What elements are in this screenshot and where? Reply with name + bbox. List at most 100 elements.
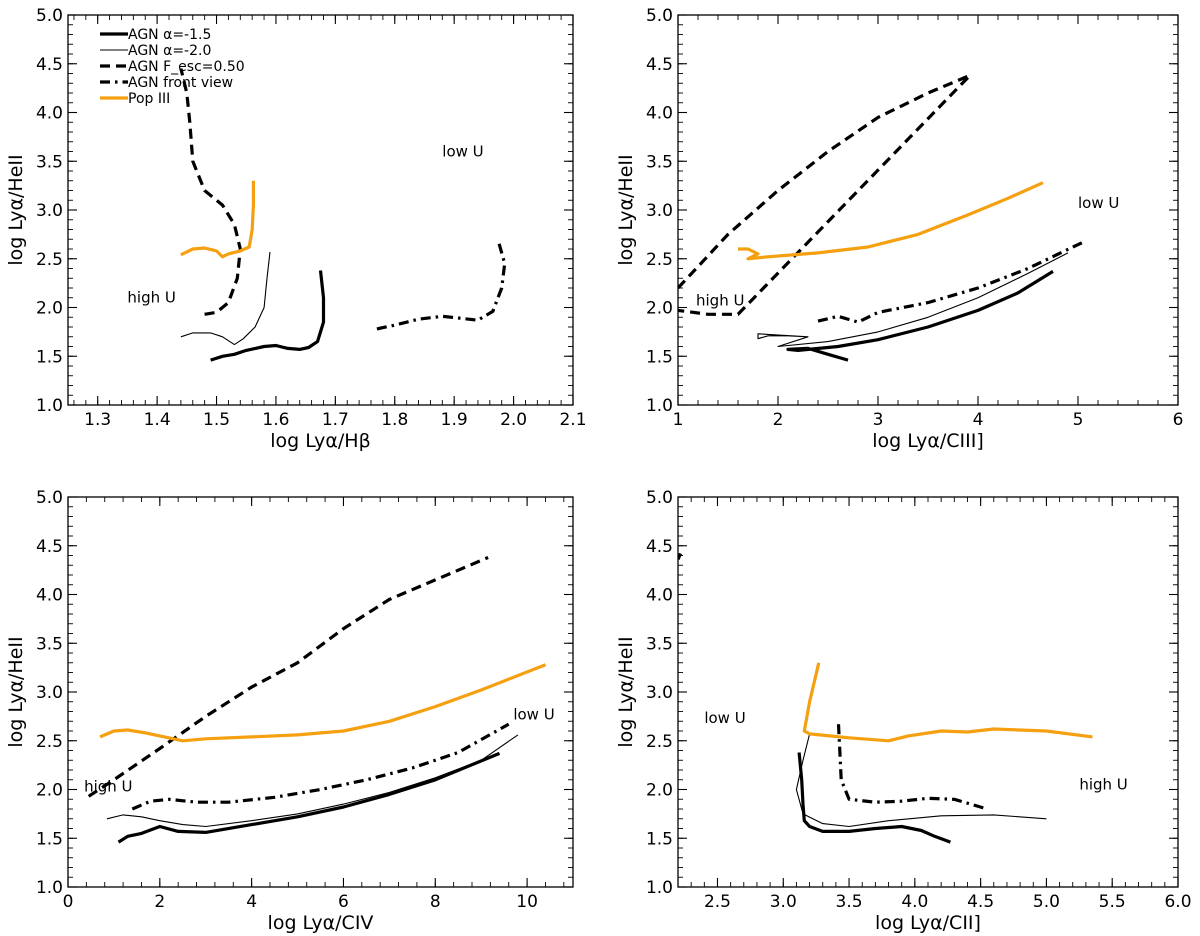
- y-tick-label: 2.0: [36, 299, 63, 319]
- x-tick-label: 6.0: [1164, 892, 1191, 912]
- y-tick-label: 3.0: [646, 683, 673, 703]
- series-line-agn-front-view: [131, 722, 510, 811]
- x-tick-label: 8: [430, 892, 441, 912]
- minor-ticks: [677, 496, 1179, 888]
- x-tick-label: 6: [338, 892, 349, 912]
- x-tick-label: 3: [873, 410, 884, 430]
- y-tick-label: 3.0: [36, 683, 63, 703]
- series-line-agn-f-esc-0-50: [87, 556, 489, 798]
- legend-entry: AGN front view: [100, 75, 233, 91]
- series-line-agn-front-view: [817, 240, 1084, 324]
- legend-label: Pop III: [128, 91, 170, 107]
- x-tick-label: 4.5: [967, 892, 994, 912]
- legend-entry: AGN α=-2.0: [100, 43, 211, 59]
- x-tick-label: 1.7: [322, 410, 349, 430]
- x-tick-label: 1: [673, 410, 684, 430]
- series-line-agn-f-esc-0-50: [678, 73, 972, 316]
- x-tick-label: 2.0: [500, 410, 527, 430]
- series-line-pop-iii: [738, 181, 1044, 261]
- annotation-high-u: high U: [696, 292, 744, 310]
- series-line-agn-2-0: [757, 252, 1069, 348]
- series-line-agn-1-5: [797, 752, 951, 844]
- y-axis-label: log Lyα/HeII: [615, 636, 637, 747]
- x-tick-label: 4: [246, 892, 257, 912]
- y-tick-label: 5.0: [646, 6, 673, 26]
- y-tick-label: 3.0: [36, 201, 63, 221]
- y-tick-label: 4.5: [36, 55, 63, 75]
- series-line-agn-f-esc-0-50: [678, 552, 683, 561]
- panel-4: 2.5 3.0 3.5 4.0 4.5 5.0 5.5 6.0 1.0 1.5 2.0 2.5 3.0 3…: [615, 488, 1192, 934]
- legend-label: AGN α=-2.0: [128, 43, 211, 59]
- series-line-pop-iii: [180, 180, 255, 259]
- x-tick-label: 10: [516, 892, 538, 912]
- y-tick-label: 1.0: [646, 396, 673, 416]
- series-line-agn-front-view: [836, 724, 988, 811]
- series-line-agn-2-0: [180, 251, 271, 346]
- x-tick-label: 6: [1173, 410, 1184, 430]
- x-tick-label: 1.4: [144, 410, 171, 430]
- panel-1: 1.3 1.4 1.5 1.6 1.7 1.8 1.9 2.0 2.1 1.0 1.5 2.0 2.5 3…: [5, 6, 587, 452]
- minor-ticks: [68, 14, 574, 406]
- x-axis-label: log Lyα/CIV: [268, 912, 374, 934]
- x-tick-label: 2.5: [704, 892, 731, 912]
- y-tick-label: 5.0: [36, 488, 63, 508]
- y-tick-label: 1.5: [646, 347, 673, 367]
- legend-label: AGN F_esc=0.50: [128, 59, 245, 75]
- annotation-high-u: high U: [84, 777, 132, 795]
- x-tick-label: 4: [973, 410, 984, 430]
- legend-entry: AGN F_esc=0.50: [100, 59, 245, 75]
- annotation-low-u: low U: [442, 142, 483, 160]
- x-tick-label: 5.5: [1099, 892, 1126, 912]
- annotation-low-u: low U: [1078, 194, 1119, 212]
- series-line-pop-iii: [99, 663, 547, 743]
- annotation-low-u: low U: [704, 709, 745, 727]
- y-tick-label: 3.5: [646, 634, 673, 654]
- legend-label: AGN front view: [128, 75, 233, 91]
- x-tick-label: 2.1: [559, 410, 586, 430]
- x-tick-label: 4.0: [901, 892, 928, 912]
- series-line-pop-iii: [802, 662, 1093, 743]
- series-line-agn-1-5: [786, 270, 1054, 362]
- series-line-agn-2-0: [795, 733, 1047, 828]
- x-tick-label: 3.0: [770, 892, 797, 912]
- y-tick-label: 4.0: [646, 586, 673, 606]
- legend-entry: AGN α=-1.5: [100, 27, 211, 43]
- y-tick-label: 4.0: [36, 104, 63, 124]
- series-line-agn-1-5: [210, 270, 326, 362]
- series-line-agn-2-0: [106, 734, 519, 828]
- y-tick-label: 5.0: [646, 488, 673, 508]
- y-tick-label: 4.5: [36, 537, 63, 557]
- legend-entry: Pop III: [100, 91, 170, 107]
- minor-ticks: [677, 14, 1179, 406]
- x-tick-label: 1.8: [381, 410, 408, 430]
- y-tick-label: 2.5: [646, 250, 673, 270]
- x-tick-label: 1.9: [441, 410, 468, 430]
- x-axis-label: log Lyα/CII]: [875, 912, 981, 934]
- x-tick-label: 1.6: [262, 410, 289, 430]
- y-tick-label: 2.5: [36, 250, 63, 270]
- panels: 1.3 1.4 1.5 1.6 1.7 1.8 1.9 2.0 2.1 1.0 1.5 2.0 2.5 3…: [5, 6, 1192, 934]
- y-tick-label: 1.0: [36, 396, 63, 416]
- panel-2: 1 2 3 4 5 6 1.0 1.5 2.0 2.5 3.0 3.5 4.0 4.5 5.0 log Lyα…: [615, 6, 1183, 452]
- y-tick-label: 4.0: [36, 586, 63, 606]
- y-tick-label: 1.0: [36, 878, 63, 898]
- x-tick-label: 2: [773, 410, 784, 430]
- panel-3: 0 2 4 6 8 10 1.0 1.5 2.0 2.5 3.0 3.5 4.0 4.5 5.0 log Ly…: [5, 488, 574, 934]
- y-axis-label: log Lyα/HeII: [615, 154, 637, 265]
- x-axis-label: log Lyα/CIII]: [872, 430, 984, 452]
- y-tick-label: 2.5: [36, 732, 63, 752]
- y-tick-label: 2.0: [646, 299, 673, 319]
- y-tick-label: 3.0: [646, 201, 673, 221]
- series-group: [179, 68, 507, 362]
- y-tick-label: 3.5: [36, 152, 63, 172]
- y-tick-label: 1.5: [36, 347, 63, 367]
- annotation-low-u: low U: [513, 705, 554, 723]
- annotation-high-u: high U: [127, 289, 175, 307]
- y-tick-label: 3.5: [646, 152, 673, 172]
- y-tick-label: 2.5: [646, 732, 673, 752]
- y-tick-label: 1.5: [36, 829, 63, 849]
- series-line-agn-1-5: [117, 751, 501, 844]
